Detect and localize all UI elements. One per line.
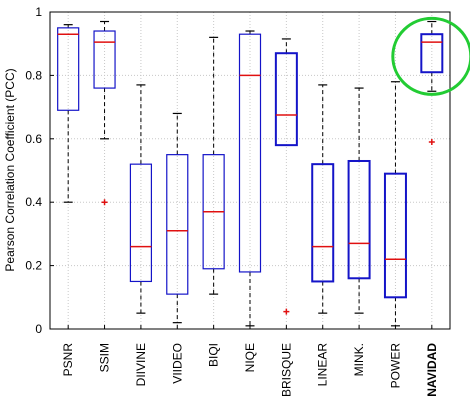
box — [274, 52, 298, 147]
outlier-marker — [101, 199, 108, 206]
highlight-circle — [391, 16, 470, 96]
box — [347, 159, 371, 280]
category-label: NAVIDAD — [425, 343, 439, 397]
box — [166, 154, 189, 295]
y-tick-layer: 0 0.2 0.4 0.6 0.8 1 — [25, 5, 54, 336]
box — [238, 33, 262, 273]
category-label: BRISQUE — [279, 343, 293, 397]
box-layer — [57, 20, 444, 327]
x-label-layer: PSNR SSIM DIIVINE VIIDEO BIQI NIQE BRISQUE LINE… — [61, 343, 439, 397]
category-label: PSNR — [61, 343, 75, 377]
category-label: VIIDEO — [170, 343, 184, 384]
grid-layer — [50, 12, 450, 329]
category-label: BIQI — [207, 343, 221, 367]
box — [57, 27, 80, 111]
y-tick-label: 0.2 — [25, 259, 42, 273]
category-label: SSIM — [98, 343, 112, 372]
y-tick-label: 0.8 — [25, 68, 42, 82]
category-label: NIQE — [243, 343, 257, 372]
y-tick-label: 0 — [35, 322, 42, 336]
outlier-marker — [283, 308, 290, 315]
box — [383, 172, 407, 299]
box — [311, 163, 335, 283]
category-label: DIIVINE — [134, 343, 148, 386]
category-label: MINK. — [352, 343, 366, 376]
category-label: LINEAR — [316, 343, 330, 387]
category-label: POWER — [388, 343, 402, 389]
box — [93, 30, 116, 89]
box — [129, 163, 153, 283]
plot-frame — [49, 11, 451, 330]
box — [420, 33, 444, 74]
y-tick-label: 1 — [35, 5, 42, 19]
y-tick-label: 0.6 — [25, 132, 42, 146]
y-tick-label: 0.4 — [25, 195, 42, 209]
outlier-marker — [428, 138, 435, 145]
y-axis-title: Pearson Correlation Coefficient (PCC) — [3, 68, 17, 271]
